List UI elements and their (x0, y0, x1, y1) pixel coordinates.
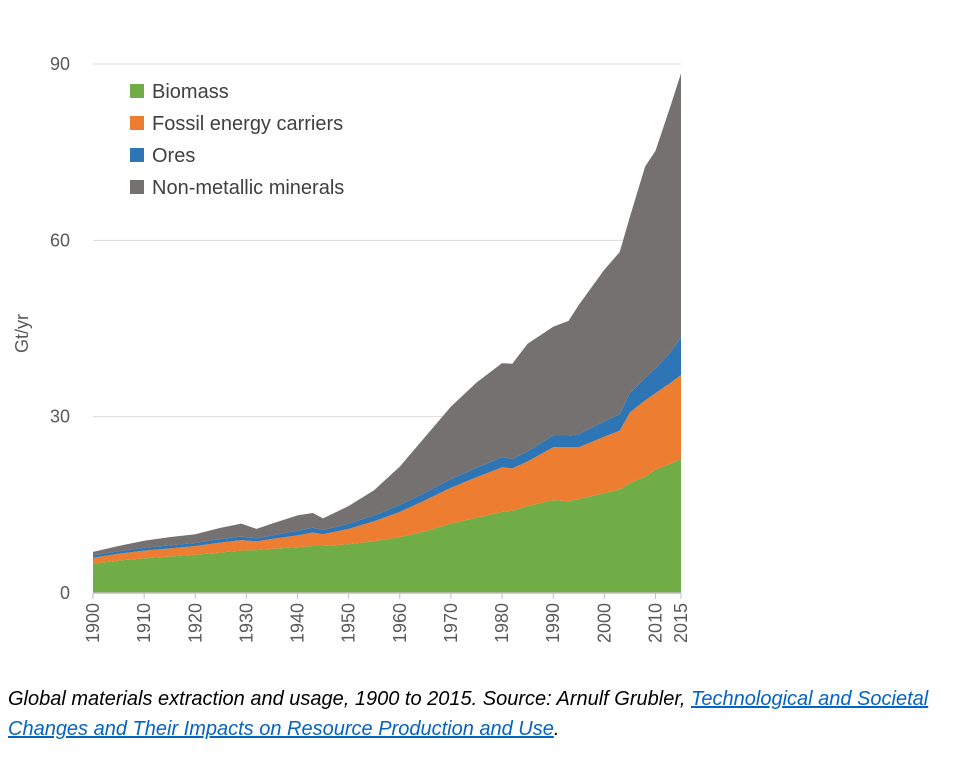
legend-swatch-fossil-energy-carriers (130, 116, 144, 130)
x-tick-label: 2015 (671, 603, 691, 643)
x-tick-label: 1960 (390, 603, 410, 643)
caption-text: Global materials extraction and usage, 1… (8, 688, 691, 710)
legend-swatch-biomass (130, 84, 144, 98)
y-tick-label: 30 (50, 407, 70, 427)
x-tick-label: 2010 (645, 603, 665, 643)
legend: Biomass Fossil energy carriers Ores Non-met… (130, 81, 344, 199)
axes: 0 30 60 90 1900 1910 1920 1930 1940 1950 1960 1970 1… (50, 54, 691, 643)
y-tick-label: 0 (60, 583, 70, 603)
x-tick-label: 1930 (236, 603, 256, 643)
area-ores (93, 337, 681, 558)
x-tick-label: 1970 (441, 603, 461, 643)
legend-swatch-ores (130, 148, 144, 162)
y-axis-title: Gt/yr (12, 314, 32, 353)
legend-label-fossil-energy-carriers: Fossil energy carriers (152, 113, 343, 135)
area-fossil-energy-carriers (93, 374, 681, 564)
legend-label-ores: Ores (152, 145, 195, 167)
area-non-metallic-minerals (93, 73, 681, 556)
area-biomass (93, 458, 681, 593)
figure-caption: Global materials extraction and usage, 1… (8, 684, 976, 744)
y-tick-label: 60 (50, 230, 70, 250)
x-tick-label: 1920 (185, 603, 205, 643)
x-tick-label: 1900 (83, 603, 103, 643)
x-tick-label: 1950 (339, 603, 359, 643)
legend-swatch-non-metallic-minerals (130, 180, 144, 194)
x-tick-label: 2000 (594, 603, 614, 643)
x-tick-label: 1910 (134, 603, 154, 643)
x-tick-label: 1990 (543, 603, 563, 643)
x-tick-label: 1980 (492, 603, 512, 643)
area-series-group (93, 73, 681, 593)
legend-label-biomass: Biomass (152, 81, 229, 103)
x-tick-label: 1940 (288, 603, 308, 643)
source-link[interactable]: Technological and Societal Changes and T… (8, 688, 929, 740)
caption-end: . (553, 718, 560, 740)
stacked-area-chart: 0 30 60 90 1900 1910 1920 1930 1940 1950 1960 1970 1… (12, 54, 691, 643)
legend-label-non-metallic-minerals: Non-metallic minerals (152, 177, 344, 199)
y-tick-label: 90 (50, 54, 70, 74)
